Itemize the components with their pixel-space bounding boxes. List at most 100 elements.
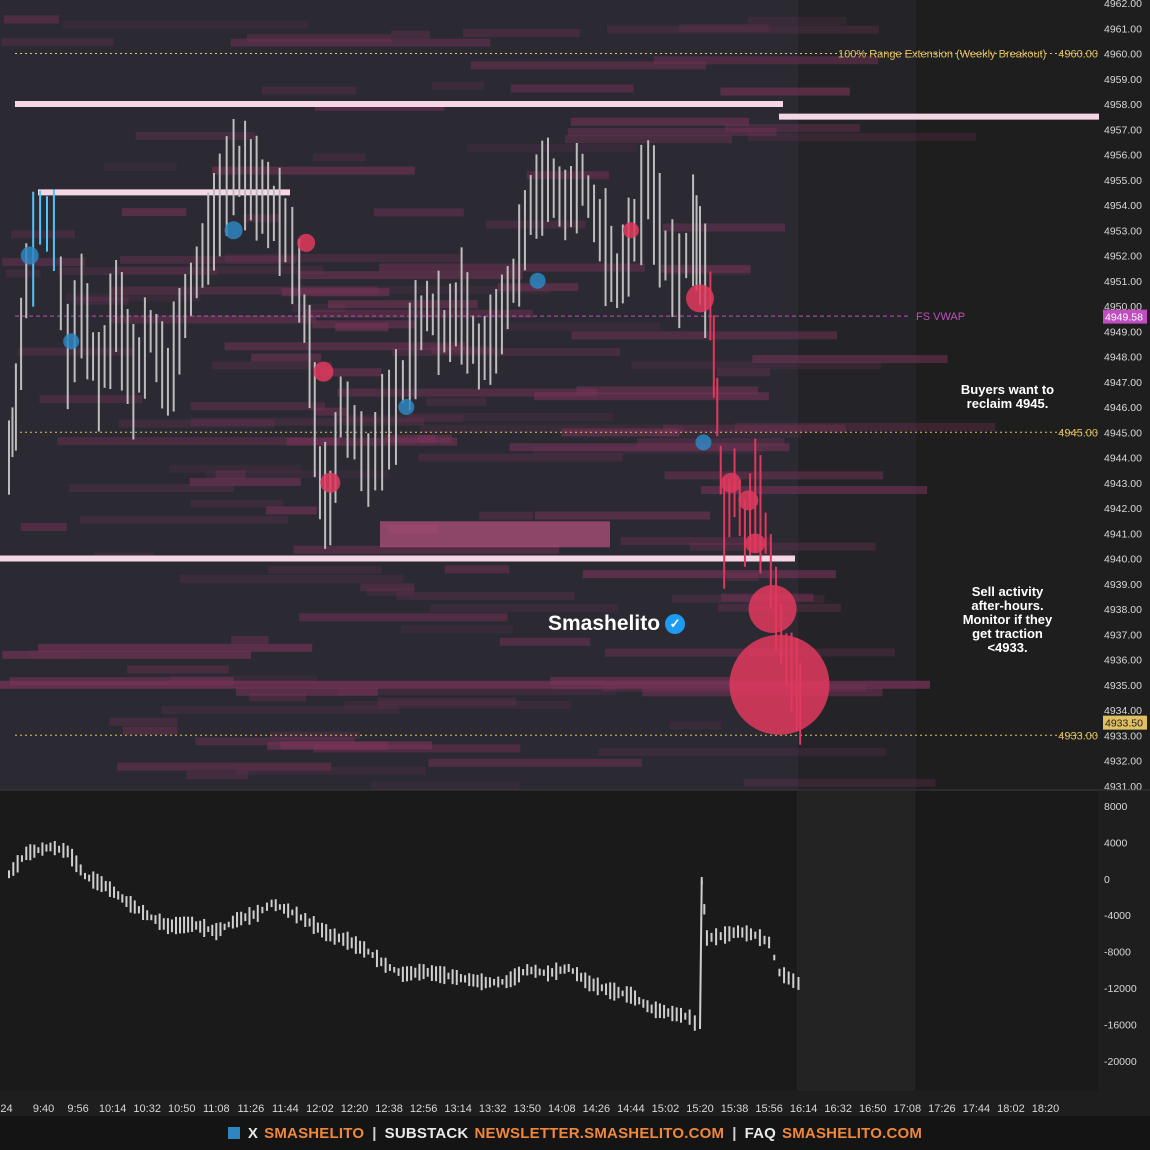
heatmap-band <box>534 511 711 520</box>
heatmap-band <box>224 342 466 351</box>
price-axis-bg <box>1100 0 1150 790</box>
volume-bubble-buy <box>695 434 712 451</box>
heatmap-band <box>212 361 332 370</box>
heatmap-band <box>377 697 517 706</box>
heatmap-band <box>268 565 382 574</box>
last-price-value: 4933.50 <box>1105 718 1143 730</box>
heatmap-band <box>122 726 178 735</box>
heatmap-band <box>189 477 301 486</box>
heatmap-band <box>479 511 533 520</box>
heatmap-band <box>653 56 879 65</box>
heatmap-band <box>428 758 642 767</box>
price-tick-label: 4952.00 <box>1104 251 1142 263</box>
price-tick-label: 4957.00 <box>1104 124 1142 136</box>
liquidity-wall-4940 <box>0 555 795 562</box>
heatmap-band <box>631 361 881 370</box>
level-label-3: FS VWAP <box>916 311 965 323</box>
note-sell-line-1: Sell activity <box>971 584 1044 599</box>
volume-bubble-sell <box>686 284 714 313</box>
volume-bubble-sell <box>729 634 830 735</box>
price-tick-label: 4958.00 <box>1104 99 1142 111</box>
delta-tick-label: -12000 <box>1104 983 1137 995</box>
time-tick-label: 13:32 <box>479 1103 507 1115</box>
x-square-icon <box>227 1127 240 1139</box>
heatmap-band <box>426 397 487 406</box>
price-tick-label: 4961.00 <box>1104 23 1142 35</box>
heatmap-band <box>281 288 390 297</box>
heatmap-band <box>169 464 302 473</box>
heatmap-band <box>390 30 431 39</box>
volume-bubble-sell <box>721 472 742 493</box>
time-tick-label: 12:38 <box>375 1103 403 1115</box>
price-tick-label: 4940.00 <box>1104 554 1142 566</box>
heatmap-band <box>407 412 613 421</box>
volume-bubble-sell <box>297 233 316 252</box>
heatmap-band <box>502 322 661 331</box>
footer-faq-label: FAQ <box>744 1124 777 1142</box>
time-tick-label: 11:26 <box>237 1103 264 1115</box>
heatmap-band <box>431 81 485 90</box>
heatmap-band <box>236 687 378 696</box>
heatmap-band <box>396 591 575 600</box>
heatmap-band <box>656 429 802 438</box>
heatmap-band <box>161 706 400 715</box>
heatmap-band <box>734 422 996 431</box>
heatmap-band <box>249 693 306 702</box>
brand-watermark: Smashelito ✓ <box>548 612 686 636</box>
heatmap-band <box>38 643 313 652</box>
heatmap-band <box>607 25 879 34</box>
heatmap-band <box>68 484 234 493</box>
heatmap-band <box>224 254 463 263</box>
heatmap-band <box>39 395 143 404</box>
price-tick-label: 4943.00 <box>1104 478 1142 490</box>
time-tick-label: 13:14 <box>444 1103 472 1115</box>
heatmap-band <box>570 117 750 126</box>
heatmap-band <box>246 34 391 43</box>
heatmap-band <box>212 166 415 175</box>
time-tick-label: 18:02 <box>997 1103 1025 1115</box>
cumulative-delta-panel <box>0 791 1098 1091</box>
price-tick-label: 4947.00 <box>1104 377 1142 389</box>
footer-sep-2: | <box>732 1124 737 1142</box>
heatmap-band <box>301 285 550 294</box>
price-axis: 4931.00 4932.00 4933.00 4934.00 4935.00 4936.… <box>0 0 1150 793</box>
heatmap-band <box>466 144 638 153</box>
time-tick-label: 15:02 <box>652 1103 680 1115</box>
heatmap-band <box>532 446 762 455</box>
footer-faq-link[interactable]: SMASHELITO.COM <box>782 1124 923 1142</box>
time-tick-label: 16:14 <box>790 1103 818 1115</box>
heatmap-band <box>65 293 201 302</box>
time-tick-label: 10:32 <box>133 1103 161 1115</box>
time-tick-label: 17:44 <box>963 1103 991 1115</box>
time-tick-label: 10:14 <box>99 1103 127 1115</box>
heatmap-band <box>444 565 510 574</box>
price-tick-label: 4962.00 <box>1104 0 1142 10</box>
note-sell-line-3: Monitor if they <box>962 612 1053 627</box>
heatmap-band <box>664 471 884 480</box>
heatmap-band <box>231 635 269 644</box>
delta-tick-label: -20000 <box>1104 1056 1137 1068</box>
heatmap-band <box>752 355 948 364</box>
heatmap-band <box>320 368 382 377</box>
heatmap-band <box>1 38 114 47</box>
footer-substack-link[interactable]: NEWSLETTER.SMASHELITO.COM <box>474 1124 725 1142</box>
volume-bubble-buy <box>63 333 80 350</box>
heatmap-band <box>391 347 621 356</box>
volume-bubble-buy <box>398 399 415 415</box>
liquidity-band-4935 <box>0 680 930 689</box>
delta-bg-after-hours <box>797 791 915 1091</box>
liquidity-wall-4957 <box>779 113 1099 120</box>
footer-bar: X SMASHELITO | SUBSTACK NEWSLETTER.SMASH… <box>0 1116 1150 1150</box>
time-tick-label: 18:20 <box>1032 1103 1060 1115</box>
heatmap-band <box>429 604 619 613</box>
level-label-0: 100% Range Extension (Weekly Breakout) <box>838 49 1046 61</box>
delta-tick-label: 8000 <box>1104 801 1128 813</box>
last-price-tag <box>1103 715 1147 730</box>
heatmap-band <box>417 434 452 443</box>
delta-bar <box>699 880 703 1029</box>
footer-x-handle[interactable]: SMASHELITO <box>264 1124 365 1142</box>
price-tick-label: 4932.00 <box>1104 756 1142 768</box>
heatmap-band <box>315 407 348 416</box>
heatmap-band <box>462 29 580 38</box>
